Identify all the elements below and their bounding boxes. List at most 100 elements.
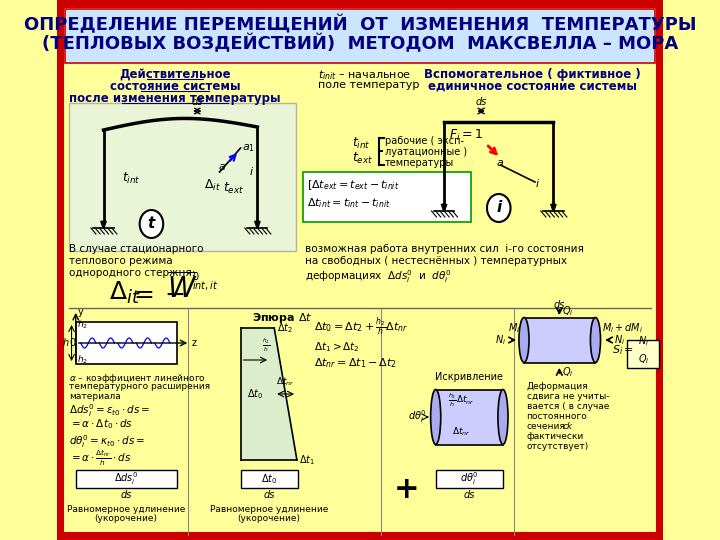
Text: ds: ds bbox=[120, 490, 132, 500]
Text: $F_i = 1$: $F_i = 1$ bbox=[449, 127, 483, 143]
Text: $t_{ext}$: $t_{ext}$ bbox=[223, 180, 244, 195]
Text: возможная работа внутренних сил  i-го состояния: возможная работа внутренних сил i-го сос… bbox=[305, 244, 584, 254]
Text: $a_1$: $a_1$ bbox=[242, 142, 256, 154]
Text: Деформация: Деформация bbox=[526, 382, 588, 391]
Text: ds: ds bbox=[464, 490, 475, 500]
Text: (укорочение): (укорочение) bbox=[238, 514, 301, 523]
Ellipse shape bbox=[498, 389, 508, 444]
Text: $\Delta ds^0_i$: $\Delta ds^0_i$ bbox=[114, 470, 138, 488]
Bar bbox=[524, 318, 595, 363]
Text: после изменения температуры: после изменения температуры bbox=[69, 92, 281, 105]
Text: a: a bbox=[497, 158, 504, 168]
Text: $\Delta t_{nr} = \Delta t_1 - \Delta t_2$: $\Delta t_{nr} = \Delta t_1 - \Delta t_2… bbox=[314, 356, 397, 370]
Text: (укорочение): (укорочение) bbox=[95, 514, 158, 523]
Text: $\Delta_{it}$: $\Delta_{it}$ bbox=[109, 280, 140, 306]
Text: $S_i =$: $S_i =$ bbox=[612, 343, 634, 357]
Text: $t_{int}$: $t_{int}$ bbox=[122, 171, 140, 186]
Text: теплового режима: теплового режима bbox=[69, 256, 173, 266]
Bar bbox=[76, 322, 176, 364]
Bar bbox=[65, 63, 655, 533]
Text: $h_2$: $h_2$ bbox=[78, 319, 89, 331]
Text: ds: ds bbox=[554, 300, 565, 310]
Text: Равномерное удлинение: Равномерное удлинение bbox=[67, 505, 185, 514]
Text: $\Delta ds^0_i = \varepsilon_{t0} \cdot ds =$: $\Delta ds^0_i = \varepsilon_{t0} \cdot … bbox=[69, 402, 150, 419]
Text: $N_i$
$Q_i$: $N_i$ $Q_i$ bbox=[638, 334, 649, 366]
Text: ck: ck bbox=[562, 422, 573, 431]
Text: $t_{init}$ – начальное: $t_{init}$ – начальное bbox=[318, 68, 411, 82]
Text: деформациях  $\Delta ds^0_i$  и  $d\theta^0_i$: деформациях $\Delta ds^0_i$ и $d\theta^0… bbox=[305, 268, 452, 285]
Text: Действительное: Действительное bbox=[120, 68, 231, 81]
Text: температуры: температуры bbox=[385, 158, 454, 168]
Text: $d\theta^0_i$: $d\theta^0_i$ bbox=[408, 409, 426, 426]
Text: 0: 0 bbox=[70, 338, 76, 348]
Ellipse shape bbox=[590, 318, 600, 362]
Text: $h_2$: $h_2$ bbox=[78, 354, 89, 366]
Text: ds: ds bbox=[264, 490, 275, 500]
Text: $N_i$: $N_i$ bbox=[614, 333, 625, 347]
Text: луатационные ): луатационные ) bbox=[385, 147, 467, 157]
Text: однородного стержня:: однородного стержня: bbox=[69, 268, 195, 278]
Bar bbox=[436, 390, 503, 445]
Text: $= \alpha \cdot \Delta t_0 \cdot ds$: $= \alpha \cdot \Delta t_0 \cdot ds$ bbox=[69, 417, 133, 431]
Bar bbox=[240, 470, 298, 488]
Text: Вспомогательное ( фиктивное ): Вспомогательное ( фиктивное ) bbox=[424, 68, 641, 81]
Bar bbox=[303, 172, 471, 222]
Text: Искривление: Искривление bbox=[436, 372, 503, 382]
Text: рабочие ( эксп-: рабочие ( эксп- bbox=[385, 136, 464, 146]
Text: состояние системы: состояние системы bbox=[109, 80, 240, 93]
Text: единичное состояние системы: единичное состояние системы bbox=[428, 80, 637, 93]
Text: ds: ds bbox=[192, 97, 202, 107]
Text: $d\theta^0_i = \kappa_{t0} \cdot ds =$: $d\theta^0_i = \kappa_{t0} \cdot ds =$ bbox=[69, 433, 145, 450]
Text: +: + bbox=[393, 476, 419, 504]
Text: $\Delta t_1 > \Delta t_2$: $\Delta t_1 > \Delta t_2$ bbox=[314, 340, 359, 354]
Polygon shape bbox=[240, 328, 297, 460]
Text: t: t bbox=[148, 217, 155, 232]
Text: $\overline{W}$: $\overline{W}$ bbox=[166, 272, 197, 304]
Circle shape bbox=[487, 194, 510, 222]
Text: отсутствует): отсутствует) bbox=[526, 442, 589, 451]
Text: В случае стационарного: В случае стационарного bbox=[69, 244, 204, 254]
Text: $t_{int}$: $t_{int}$ bbox=[351, 136, 370, 151]
Text: материала: материала bbox=[69, 392, 121, 401]
Text: $= -$: $= -$ bbox=[129, 281, 184, 305]
Ellipse shape bbox=[431, 389, 441, 444]
Text: ОПРЕДЕЛЕНИЕ ПЕРЕМЕЩЕНИЙ  ОТ  ИЗМЕНЕНИЯ  ТЕМПЕРАТУРЫ: ОПРЕДЕЛЕНИЕ ПЕРЕМЕЩЕНИЙ ОТ ИЗМЕНЕНИЯ ТЕМ… bbox=[24, 15, 696, 35]
Text: $\Delta t_0$: $\Delta t_0$ bbox=[261, 472, 277, 486]
Text: $N_i$: $N_i$ bbox=[495, 333, 506, 347]
Bar bbox=[69, 103, 296, 251]
Text: сечения: сечения bbox=[526, 422, 565, 431]
Text: $\Delta t_1$: $\Delta t_1$ bbox=[300, 453, 315, 467]
Text: $\frac{h_2}{h}\Delta t_{nr}$: $\frac{h_2}{h}\Delta t_{nr}$ bbox=[448, 391, 474, 409]
Text: $\Delta t_{int} = t_{int} - t_{init}$: $\Delta t_{int} = t_{int} - t_{init}$ bbox=[307, 196, 390, 210]
Text: $^0_{int,it}$: $^0_{int,it}$ bbox=[192, 271, 218, 294]
Text: сдвига не учиты-: сдвига не учиты- bbox=[526, 392, 609, 401]
Text: $Q_i$: $Q_i$ bbox=[562, 304, 573, 318]
Text: Равномерное удлинение: Равномерное удлинение bbox=[210, 505, 328, 514]
Text: поле температур: поле температур bbox=[318, 80, 419, 90]
Text: $t_{ext}$: $t_{ext}$ bbox=[351, 151, 373, 166]
Text: i: i bbox=[496, 200, 501, 215]
Text: $\Delta t_{nr}$: $\Delta t_{nr}$ bbox=[451, 426, 470, 438]
Text: $d\theta^0_i$: $d\theta^0_i$ bbox=[460, 470, 479, 488]
Text: $\Delta_{it}$: $\Delta_{it}$ bbox=[204, 178, 221, 193]
Text: фактически: фактически bbox=[526, 432, 584, 441]
Text: $= \alpha \cdot \frac{\Delta t_{nr}}{h} \cdot ds$: $= \alpha \cdot \frac{\Delta t_{nr}}{h} … bbox=[69, 448, 132, 468]
Bar bbox=[65, 9, 655, 63]
Text: ds: ds bbox=[475, 97, 487, 107]
Text: $\Delta t_0$: $\Delta t_0$ bbox=[247, 387, 263, 401]
Text: $Q_i$: $Q_i$ bbox=[562, 365, 573, 379]
Text: y: y bbox=[78, 307, 84, 317]
Text: $\Delta t_{nr}$: $\Delta t_{nr}$ bbox=[276, 375, 294, 388]
Text: a: a bbox=[219, 162, 225, 172]
Text: (ТЕПЛОВЫХ ВОЗДЕЙСТВИЙ)  МЕТОДОМ  МАКСВЕЛЛА – МОРА: (ТЕПЛОВЫХ ВОЗДЕЙСТВИЙ) МЕТОДОМ МАКСВЕЛЛА… bbox=[42, 35, 678, 53]
Text: i: i bbox=[536, 179, 539, 189]
Bar bbox=[627, 340, 660, 368]
Text: $\alpha$ – коэффициент линейного: $\alpha$ – коэффициент линейного bbox=[69, 372, 206, 385]
Text: Эпюра $\Delta t$: Эпюра $\Delta t$ bbox=[252, 311, 312, 325]
Text: температурного расширения: температурного расширения bbox=[69, 382, 210, 391]
Bar bbox=[76, 470, 176, 488]
Circle shape bbox=[140, 210, 163, 238]
Text: $M_i + dM_i$: $M_i + dM_i$ bbox=[602, 321, 643, 335]
Text: $[\Delta t_{ext} = t_{ext} - t_{init}$: $[\Delta t_{ext} = t_{ext} - t_{init}$ bbox=[307, 178, 400, 192]
Text: $\frac{h_2}{h}$: $\frac{h_2}{h}$ bbox=[261, 336, 270, 354]
